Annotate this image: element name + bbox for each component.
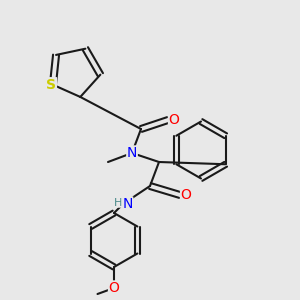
Text: S: S [46, 78, 56, 92]
Text: H: H [114, 197, 123, 208]
Text: O: O [169, 113, 179, 127]
Text: N: N [122, 197, 133, 211]
Text: N: N [127, 146, 137, 160]
Text: O: O [109, 281, 119, 295]
Text: O: O [181, 188, 191, 202]
